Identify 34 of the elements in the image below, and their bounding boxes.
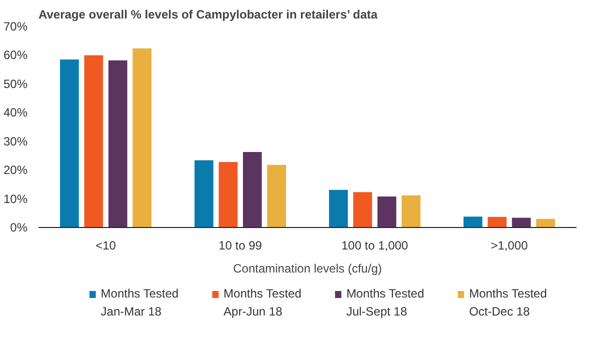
bar (60, 60, 79, 228)
bar (242, 152, 262, 228)
bar (512, 218, 531, 228)
bar (329, 190, 348, 228)
legend-label: Months Tested Jan-Mar 18 (100, 286, 179, 319)
legend-label: Months Tested Oct-Dec 18 (469, 286, 547, 319)
bar (464, 216, 482, 228)
x-tick-label: 10 to 99 (218, 238, 262, 252)
y-tick-label: 50% (3, 76, 28, 91)
bar (132, 48, 152, 228)
y-tick-label: 0% (10, 220, 28, 234)
y-tick-label: 30% (3, 134, 28, 148)
x-tick-label: >1,000 (490, 238, 528, 252)
bar (194, 160, 214, 228)
bar (353, 192, 372, 228)
y-tick-label: 60% (3, 48, 28, 62)
chart-title: Average overall % levels of Campylobacter in retailers’ data (38, 8, 378, 22)
legend-label: Months Tested Jul-Sept 18 (346, 286, 424, 319)
bar (267, 164, 286, 228)
x-tick-label: 100 to 1,000 (341, 238, 408, 252)
x-axis-title: Contamination levels (cfu/g) (233, 262, 382, 276)
y-tick-label: 10% (3, 192, 28, 206)
bar (84, 55, 104, 228)
y-tick-label: 40% (3, 106, 28, 120)
bar (377, 196, 396, 228)
bar (488, 216, 507, 228)
legend-label: Months Tested Apr-Jun 18 (224, 286, 302, 319)
y-tick-label: 70% (3, 20, 28, 34)
bar (402, 195, 420, 228)
y-tick-label: 20% (3, 163, 28, 178)
bar (218, 162, 238, 228)
x-tick-label: <10 (96, 238, 116, 252)
bar (108, 60, 128, 228)
bar (536, 218, 555, 228)
